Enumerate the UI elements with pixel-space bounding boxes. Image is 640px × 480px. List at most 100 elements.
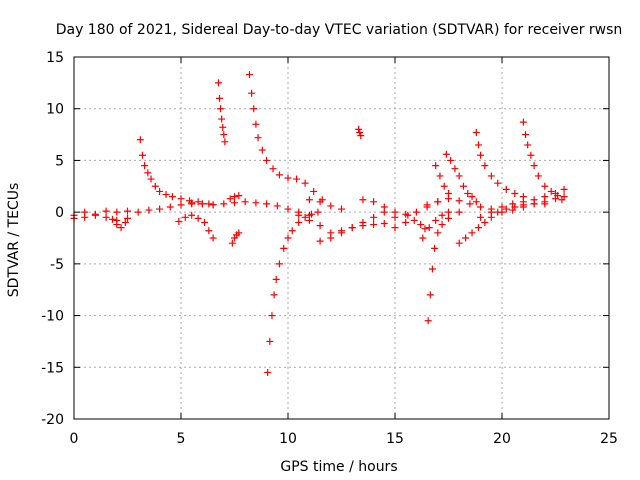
data-point: [552, 190, 559, 198]
data-point: [272, 275, 280, 283]
data-point: [404, 211, 412, 219]
data-point: [477, 213, 485, 221]
data-point: [425, 224, 433, 232]
data-point: [519, 118, 527, 126]
data-point: [348, 224, 356, 232]
data-point: [198, 200, 206, 208]
data-point: [209, 201, 217, 209]
series-arc-6.7h-high: [214, 79, 229, 146]
series-arc-12.5h-up: [305, 196, 345, 213]
data-point: [455, 172, 463, 180]
data-point: [264, 368, 272, 376]
data-point: [468, 229, 476, 237]
data-point: [356, 129, 364, 137]
series-arc-9h-deep: [264, 208, 322, 376]
data-point: [248, 89, 256, 97]
series-arc-6h-mid: [188, 198, 313, 219]
data-point: [134, 208, 142, 216]
data-point: [355, 125, 363, 133]
data-point: [440, 182, 448, 190]
data-point: [273, 202, 281, 210]
axis-ticks: 0 5 10 15 20 25 -20 -15 -10 -5 0 5 10 15: [41, 50, 618, 447]
series-arc-17h-sparse: [432, 162, 452, 198]
data-point: [228, 239, 236, 247]
data-point: [284, 234, 292, 242]
data-point: [231, 193, 238, 201]
data-point: [541, 193, 549, 201]
data-point: [220, 200, 228, 208]
series-arc-12h-mid: [316, 208, 410, 245]
data-point: [201, 218, 209, 226]
data-point: [181, 213, 189, 221]
data-point: [447, 156, 455, 164]
x-tick-label: 25: [600, 431, 618, 447]
data-point: [524, 141, 532, 149]
data-point: [188, 211, 196, 219]
data-point: [156, 205, 164, 213]
series-arc-17.6h-high: [442, 150, 480, 206]
data-point: [252, 199, 260, 207]
data-point: [445, 214, 452, 222]
data-point: [442, 150, 450, 158]
data-point: [275, 171, 283, 179]
data-point: [245, 71, 253, 79]
data-point: [560, 193, 568, 201]
data-point: [359, 196, 367, 204]
y-tick-label: 0: [55, 205, 64, 221]
data-point: [412, 208, 420, 216]
data-point: [241, 198, 249, 206]
data-point: [218, 115, 226, 123]
data-point: [431, 244, 439, 252]
data-point: [451, 165, 459, 173]
y-tick-label: -20: [41, 412, 64, 428]
data-point: [91, 211, 99, 219]
y-axis-label: SDTVAR / TECUs: [6, 183, 22, 298]
data-point: [472, 198, 480, 206]
data-point: [275, 260, 283, 268]
series-arc-3h: [136, 136, 213, 208]
data-point: [432, 216, 440, 224]
series-arc-16.7h-deep: [424, 208, 463, 325]
plot-frame: [73, 56, 610, 420]
data-point: [436, 172, 444, 180]
data-point: [338, 229, 345, 237]
data-point: [391, 208, 399, 216]
data-point: [357, 132, 365, 140]
data-point: [459, 182, 467, 190]
data-point: [235, 229, 243, 237]
data-point: [205, 200, 213, 208]
data-point: [519, 198, 527, 206]
data-point: [151, 182, 159, 190]
data-point: [380, 203, 388, 211]
data-point: [102, 207, 110, 215]
data-point: [136, 136, 144, 144]
series-arc-16.5h-low: [419, 208, 452, 242]
data-point: [316, 198, 324, 206]
data-point: [221, 138, 229, 146]
data-point: [250, 105, 258, 113]
data-point: [472, 129, 480, 137]
data-point: [81, 213, 89, 221]
chart-title: Day 180 of 2021, Sidereal Day-to-day VTE…: [56, 22, 623, 38]
data-point: [284, 205, 292, 213]
data-point: [511, 190, 519, 198]
data-point: [477, 151, 485, 159]
data-point: [258, 146, 266, 154]
data-point: [534, 172, 542, 180]
data-point: [168, 193, 176, 201]
data-point: [144, 169, 152, 177]
data-point: [498, 203, 506, 211]
data-point: [432, 162, 440, 170]
data-point: [301, 179, 309, 187]
data-point: [220, 131, 228, 139]
data-point: [481, 162, 489, 170]
data-point: [509, 200, 517, 208]
data-point: [141, 162, 149, 170]
series-arc-dip-2: [109, 215, 129, 232]
data-point: [530, 162, 538, 170]
series-arc-7.5h-spike: [226, 192, 243, 203]
data-point: [462, 234, 470, 242]
data-point: [124, 207, 131, 215]
data-point: [541, 182, 549, 190]
